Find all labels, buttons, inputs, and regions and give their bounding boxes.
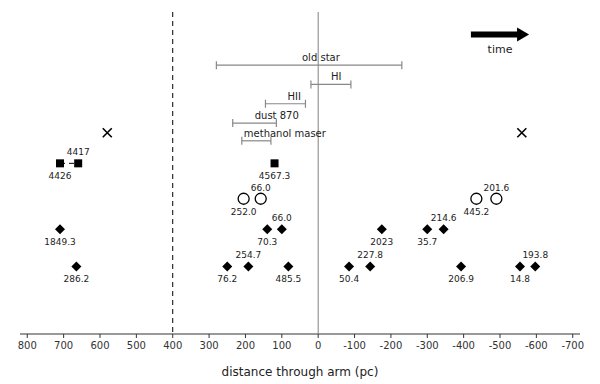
point-label: 2023 [370, 237, 393, 247]
tick-label: 0 [315, 340, 321, 351]
error-bar-label: HI [331, 71, 341, 82]
tick-label: -100 [343, 340, 366, 351]
tick-label: -600 [525, 340, 548, 351]
tick [172, 334, 173, 338]
point-label: 254.7 [235, 250, 261, 260]
point-label: 286.2 [63, 274, 89, 284]
point-label: 4426 [49, 171, 72, 181]
diamond-marker [377, 224, 387, 234]
circle-marker [255, 193, 266, 204]
square-marker [74, 159, 82, 167]
point-label: 50.4 [339, 274, 359, 284]
point-label: 193.8 [522, 250, 548, 260]
diamond-marker [71, 261, 81, 271]
arrow-label: time [488, 43, 513, 56]
labels: time old star HI HII dust 870 methanol maser 4… [44, 43, 548, 285]
tick-label: -400 [452, 340, 475, 351]
error-bar-label: dust 870 [255, 110, 299, 121]
reference-line [172, 12, 173, 334]
tick-label: 300 [200, 340, 219, 351]
diamond-marker [262, 224, 272, 234]
tick [427, 334, 428, 338]
diamond-marker [530, 261, 540, 271]
diamond-marker [515, 261, 525, 271]
tick [354, 334, 355, 338]
tick-label: 600 [90, 340, 109, 351]
tick [536, 334, 537, 338]
diamond-marker [344, 261, 354, 271]
circle-marker [491, 193, 502, 204]
point-label: 4567.3 [259, 171, 291, 181]
point-label: 66.0 [272, 213, 292, 223]
tick-label: 400 [163, 340, 182, 351]
tick-label: -200 [380, 340, 403, 351]
tick [209, 334, 210, 338]
tick-label: 700 [54, 340, 73, 351]
plot-area [55, 12, 540, 334]
point-label: 70.3 [257, 237, 277, 247]
tick-label: -500 [489, 340, 512, 351]
x-label: distance through arm (pc) [222, 365, 379, 379]
point-label: 76.2 [217, 274, 237, 284]
diamond-marker [277, 224, 287, 234]
error-bar-label: old star [302, 52, 341, 63]
diamond-marker [283, 261, 293, 271]
tick [390, 334, 391, 338]
tick [463, 334, 464, 338]
diamond-marker [55, 224, 65, 234]
tick [100, 334, 101, 338]
diamond-marker [243, 261, 253, 271]
point-label: 4417 [67, 147, 90, 157]
point-label: 14.8 [510, 274, 530, 284]
diamond-marker [222, 261, 232, 271]
x-axis: 800 700 600 500 400 300 200 100 0 -100 -200 -300 -40… [18, 334, 584, 351]
tick-label: 800 [18, 340, 37, 351]
tick [63, 334, 64, 338]
point-label: 445.2 [463, 207, 489, 217]
point-label: 252.0 [231, 207, 257, 217]
tick [572, 334, 573, 338]
point-label: 206.9 [448, 274, 474, 284]
axis-line [20, 334, 580, 335]
tick-label: 500 [127, 340, 146, 351]
point-label: 485.5 [275, 274, 301, 284]
diamond-marker [456, 261, 466, 271]
diamond-marker [439, 224, 449, 234]
point-label: 35.7 [417, 237, 437, 247]
tick-label: 200 [236, 340, 255, 351]
tick [281, 334, 282, 338]
time-arrow [471, 28, 529, 42]
point-label: 201.6 [483, 183, 509, 193]
tick [245, 334, 246, 338]
diamond-marker [422, 224, 432, 234]
tick [500, 334, 501, 338]
square-marker [56, 159, 64, 167]
tick [27, 334, 28, 338]
cross-marker [103, 128, 112, 137]
error-bar-label: HII [287, 91, 300, 102]
point-label: 66.0 [251, 183, 271, 193]
chart: 800 700 600 500 400 300 200 100 0 -100 -200 -300 -40… [0, 0, 600, 384]
circle-marker [238, 193, 249, 204]
square-marker [271, 159, 279, 167]
tick-label: -300 [416, 340, 439, 351]
tick [136, 334, 137, 338]
circle-marker [471, 193, 482, 204]
cross-marker [517, 128, 526, 137]
tick [318, 334, 319, 338]
point-label: 1849.3 [44, 237, 76, 247]
tick-label: -700 [561, 340, 584, 351]
point-label: 214.6 [431, 213, 457, 223]
tick-label: 100 [272, 340, 291, 351]
diamond-marker [365, 261, 375, 271]
error-bar-label: methanol maser [244, 128, 327, 139]
point-label: 227.8 [357, 250, 383, 260]
